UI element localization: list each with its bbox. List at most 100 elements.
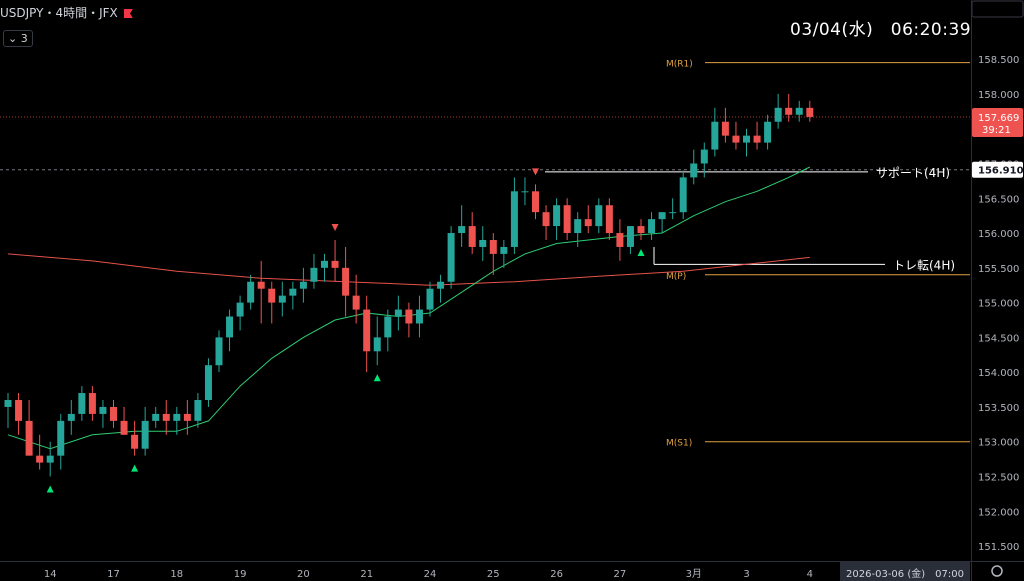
candle-body bbox=[690, 163, 698, 178]
candle-body bbox=[162, 413, 170, 421]
candle-body bbox=[373, 337, 381, 352]
time-tick-label: 19 bbox=[234, 569, 247, 580]
candle-body bbox=[4, 400, 12, 407]
marker-up-icon bbox=[131, 464, 139, 472]
candle-body bbox=[542, 212, 550, 227]
candle-body bbox=[774, 107, 782, 122]
chart-header: USDJPY・4時間・JFX bbox=[0, 4, 133, 21]
support-line-label: サポート(4H) bbox=[876, 166, 950, 180]
candle-body bbox=[700, 149, 708, 164]
candle-body bbox=[15, 400, 23, 421]
candle-body bbox=[204, 365, 212, 400]
pivot-level-label: M(R1) bbox=[666, 60, 693, 70]
candle-body bbox=[468, 226, 476, 247]
candle-body bbox=[648, 219, 656, 234]
pivot-level-label: M(S1) bbox=[666, 439, 692, 449]
candle-body bbox=[563, 205, 571, 234]
flag-icon bbox=[123, 9, 133, 18]
candle-body bbox=[405, 309, 413, 324]
candle-body bbox=[605, 205, 613, 234]
price-tick-label: 154.500 bbox=[978, 333, 1019, 344]
top-price-box bbox=[971, 0, 1024, 18]
time-tick-label: 20 bbox=[297, 569, 310, 580]
candle-body bbox=[120, 420, 128, 435]
time-tick-label: 21 bbox=[360, 569, 373, 580]
candle-body bbox=[743, 135, 750, 143]
pivot-level-label: M(P) bbox=[666, 272, 686, 282]
marker-down-icon bbox=[331, 224, 339, 231]
candle-body bbox=[626, 226, 634, 247]
candle-body bbox=[88, 393, 96, 414]
candle-body bbox=[342, 267, 350, 296]
candle-body bbox=[278, 295, 286, 303]
candle-body bbox=[141, 420, 149, 449]
candle-body bbox=[753, 135, 761, 143]
time-tick-label: 3月 bbox=[686, 568, 702, 580]
candle-body bbox=[25, 420, 33, 456]
price-tick-label: 151.500 bbox=[978, 542, 1019, 553]
price-tick-label: 156.000 bbox=[978, 229, 1019, 240]
prev-close-badge bbox=[972, 161, 1023, 178]
candle-body bbox=[711, 121, 719, 150]
candle-body bbox=[489, 240, 497, 254]
marker-up-icon bbox=[46, 485, 54, 493]
candle-body bbox=[616, 233, 624, 247]
date-crosshair-label: 2026-03-06 (金) 07:00 bbox=[846, 567, 964, 580]
candle-body bbox=[732, 135, 740, 143]
candle-body bbox=[806, 107, 814, 117]
candle-body bbox=[384, 316, 392, 338]
current-price-label: 157.669 bbox=[978, 113, 1019, 124]
candle-body bbox=[57, 420, 65, 456]
clock: 03/04(水) 06:20:39 bbox=[790, 20, 972, 40]
candle-body bbox=[500, 246, 508, 254]
time-tick-label: 14 bbox=[44, 569, 57, 580]
price-tick-label: 153.500 bbox=[978, 403, 1019, 414]
time-tick-label: 26 bbox=[550, 569, 563, 580]
reversal-line-label: トレ転(4H) bbox=[893, 258, 955, 272]
price-tick-label: 152.000 bbox=[978, 507, 1019, 518]
symbol-title[interactable]: USDJPY・4時間・JFX bbox=[0, 6, 118, 20]
candle-body bbox=[67, 413, 75, 421]
candle-body bbox=[637, 226, 645, 234]
indicator-count: 3 bbox=[20, 32, 28, 45]
time-tick-label: 3 bbox=[743, 569, 749, 580]
candle-body bbox=[437, 281, 445, 289]
candle-body bbox=[479, 240, 487, 247]
candle-body bbox=[363, 309, 371, 352]
time-tick-label: 27 bbox=[614, 569, 627, 580]
candle-body bbox=[447, 233, 455, 282]
candle-body bbox=[574, 219, 582, 234]
marker-down-icon bbox=[532, 168, 539, 176]
time-tick-label: 24 bbox=[424, 569, 437, 580]
candle-body bbox=[595, 205, 603, 227]
prev-close-label: 156.910 bbox=[978, 166, 1024, 177]
time-axis-divider bbox=[0, 561, 1024, 562]
candle-body bbox=[415, 309, 423, 324]
candle-body bbox=[289, 288, 297, 296]
candle-body bbox=[99, 406, 107, 414]
price-axis-divider bbox=[971, 0, 972, 581]
candle-body bbox=[510, 191, 518, 247]
candle-body bbox=[785, 107, 793, 115]
candle-body bbox=[183, 413, 191, 421]
indicator-toggle-button[interactable]: ⌄ 3 bbox=[3, 30, 33, 47]
candle-body bbox=[215, 337, 223, 366]
price-tick-label: 154.000 bbox=[978, 368, 1019, 379]
candle-body bbox=[236, 302, 244, 317]
time-tick-label: 17 bbox=[107, 569, 120, 580]
time-tick-label: 18 bbox=[170, 569, 183, 580]
candle-body bbox=[426, 288, 434, 310]
current-price-badge bbox=[972, 107, 1023, 137]
candle-body bbox=[152, 413, 160, 421]
price-tick-label: 158.000 bbox=[978, 90, 1019, 101]
candle-body bbox=[226, 316, 234, 338]
candle-body bbox=[584, 219, 592, 227]
candle-body bbox=[131, 434, 139, 449]
ma-slow-line bbox=[7, 253, 810, 286]
candle-body bbox=[721, 121, 729, 136]
chevron-down-icon: ⌄ bbox=[8, 32, 21, 45]
candle-body bbox=[78, 393, 86, 414]
price-tick-label: 153.000 bbox=[978, 438, 1019, 449]
candle-body bbox=[553, 205, 561, 227]
